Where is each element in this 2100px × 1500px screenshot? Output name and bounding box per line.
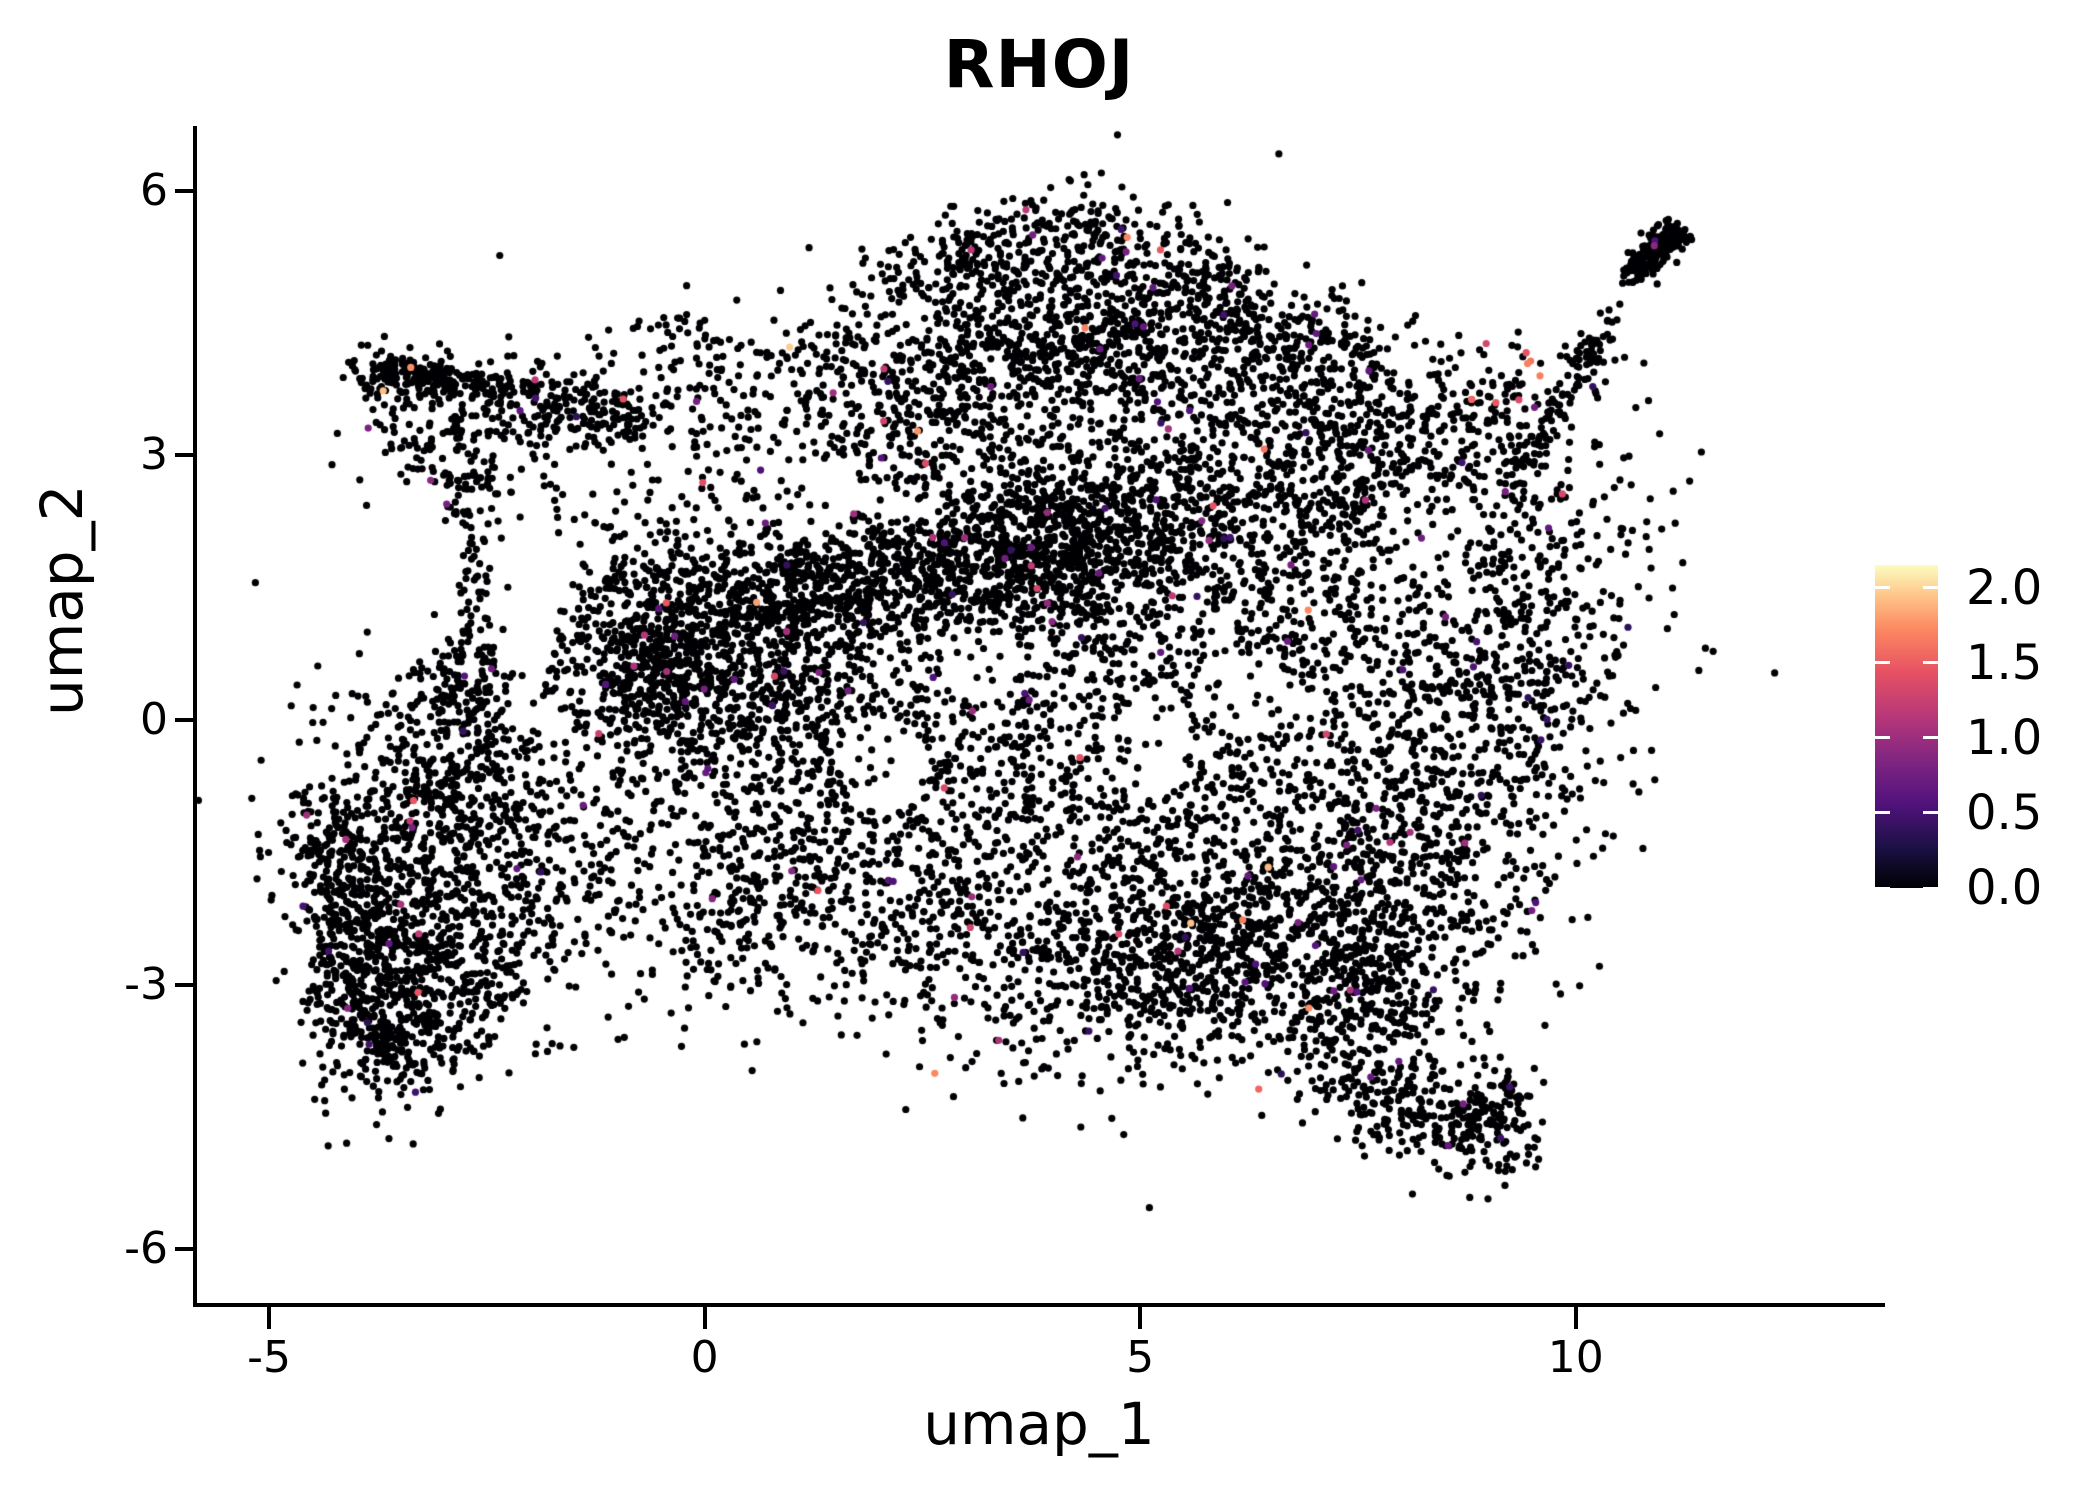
colorbar-tick-mark xyxy=(1923,886,1938,890)
colorbar-tick-label: 0.5 xyxy=(1966,784,2043,841)
y-axis-spine xyxy=(193,126,197,1307)
x-axis-spine xyxy=(193,1303,1885,1307)
x-tick-mark xyxy=(267,1307,272,1329)
colorbar-tick-label: 1.5 xyxy=(1966,634,2043,691)
y-tick-mark xyxy=(175,718,193,723)
colorbar-tick-label: 2.0 xyxy=(1966,559,2043,616)
y-tick-label: 0 xyxy=(140,694,168,746)
x-tick-label: 10 xyxy=(1547,1332,1604,1383)
y-tick-label: -6 xyxy=(124,1223,168,1275)
umap-scatter-canvas xyxy=(195,128,1885,1305)
x-tick-label: 0 xyxy=(690,1332,719,1383)
colorbar-tick-mark xyxy=(1923,586,1938,590)
y-tick-mark xyxy=(175,453,193,458)
colorbar-tick-mark xyxy=(1875,811,1890,815)
colorbar-tick-label: 0.0 xyxy=(1966,860,2043,916)
x-tick-mark xyxy=(702,1307,707,1329)
y-tick-mark xyxy=(175,188,193,193)
plot-title: RHOJ xyxy=(943,26,1135,103)
x-axis-label: umap_1 xyxy=(923,1390,1155,1458)
colorbar-tick-mark xyxy=(1875,736,1890,740)
y-tick-label: 3 xyxy=(140,429,168,481)
colorbar-tick-mark xyxy=(1875,886,1890,890)
colorbar-tick-mark xyxy=(1875,661,1890,665)
y-tick-label: -3 xyxy=(124,958,168,1010)
colorbar-tick-mark xyxy=(1875,586,1890,590)
x-tick-mark xyxy=(1573,1307,1578,1329)
x-tick-label: -5 xyxy=(247,1332,291,1383)
colorbar-gradient xyxy=(1875,565,1938,888)
colorbar-tick-label: 1.0 xyxy=(1966,709,2043,766)
x-tick-label: 5 xyxy=(1126,1332,1155,1383)
colorbar-tick-mark xyxy=(1923,811,1938,815)
y-tick-label: 6 xyxy=(140,164,168,216)
x-tick-mark xyxy=(1138,1307,1143,1329)
y-tick-mark xyxy=(175,1247,193,1252)
colorbar-tick-mark xyxy=(1923,661,1938,665)
y-tick-mark xyxy=(175,982,193,987)
colorbar-tick-mark xyxy=(1923,736,1938,740)
